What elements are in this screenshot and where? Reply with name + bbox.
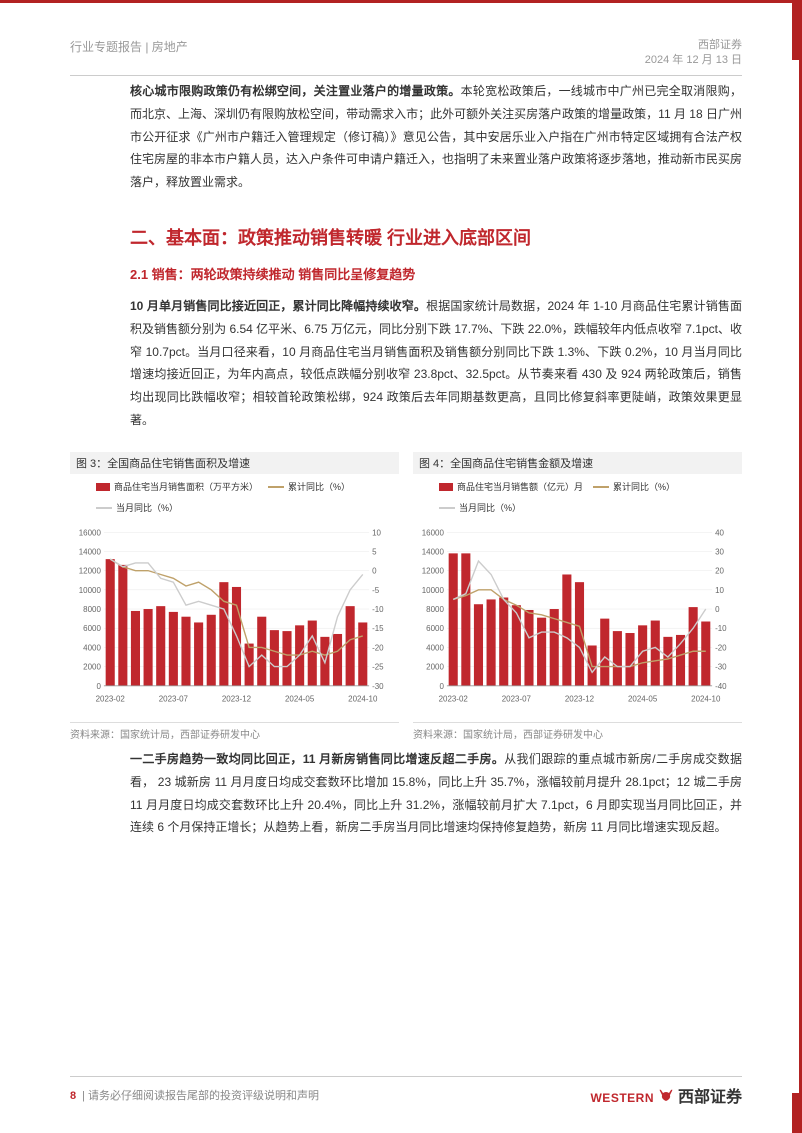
svg-text:2024-05: 2024-05 bbox=[285, 695, 315, 704]
svg-text:-5: -5 bbox=[372, 586, 380, 595]
svg-text:-30: -30 bbox=[372, 682, 384, 691]
svg-text:30: 30 bbox=[715, 547, 724, 556]
svg-text:0: 0 bbox=[372, 567, 377, 576]
bull-icon bbox=[658, 1088, 674, 1107]
header-meta: 西部证券 2024 年 12 月 13 日 bbox=[645, 38, 742, 69]
main-body-lower: 一二手房趋势一致均同比回正，11 月新房销售同比增速反超二手房。从我们跟踪的重点… bbox=[130, 748, 742, 853]
svg-text:2023-12: 2023-12 bbox=[565, 695, 595, 704]
svg-text:14000: 14000 bbox=[79, 547, 102, 556]
svg-text:16000: 16000 bbox=[422, 528, 445, 537]
footer-note-text: 请务必仔细阅读报告尾部的投资评级说明和声明 bbox=[88, 1090, 319, 1102]
svg-text:0: 0 bbox=[96, 682, 101, 691]
chart-3-legend: 商品住宅当月销售面积（万平方米） 累计同比（%） 当月同比（%） bbox=[70, 478, 399, 518]
svg-text:10: 10 bbox=[715, 586, 724, 595]
chart-3-legend-line2: 当月同比（%） bbox=[96, 501, 178, 514]
footer-logo: WESTERN 西部证券 bbox=[590, 1083, 742, 1107]
svg-text:10: 10 bbox=[372, 528, 381, 537]
svg-text:4000: 4000 bbox=[83, 643, 101, 652]
svg-text:-10: -10 bbox=[715, 624, 727, 633]
paragraph-3: 一二手房趋势一致均同比回正，11 月新房销售同比增速反超二手房。从我们跟踪的重点… bbox=[130, 748, 742, 839]
para1-body: 本轮宽松政策后，一线城市中广州已完全取消限购，而北京、上海、深圳仍有限购放松空间… bbox=[130, 84, 742, 189]
svg-text:2023-07: 2023-07 bbox=[159, 695, 189, 704]
logo-english: WESTERN bbox=[590, 1091, 654, 1105]
svg-text:10000: 10000 bbox=[422, 586, 445, 595]
svg-text:6000: 6000 bbox=[426, 624, 444, 633]
footer-note: 8| 请务必仔细阅读报告尾部的投资评级说明和声明 bbox=[70, 1087, 319, 1103]
paragraph-2: 10 月单月销售同比接近回正，累计同比降幅持续收窄。根据国家统计局数据，2024… bbox=[130, 295, 742, 432]
svg-text:-10: -10 bbox=[372, 605, 384, 614]
chart-4-legend-line1: 累计同比（%） bbox=[593, 480, 675, 493]
chart-4-legend: 商品住宅当月销售额（亿元）月 累计同比（%） 当月同比（%） bbox=[413, 478, 742, 518]
chart-4-source: 资料来源：国家统计局，西部证券研发中心 bbox=[413, 722, 742, 741]
svg-text:6000: 6000 bbox=[83, 624, 101, 633]
svg-text:-25: -25 bbox=[372, 663, 384, 672]
svg-text:40: 40 bbox=[715, 528, 724, 537]
svg-text:16000: 16000 bbox=[79, 528, 102, 537]
svg-text:2023-07: 2023-07 bbox=[502, 695, 532, 704]
chart-4-legend-bar: 商品住宅当月销售额（亿元）月 bbox=[439, 480, 583, 493]
svg-text:-20: -20 bbox=[715, 643, 727, 652]
page-header: 行业专题报告 | 房地产 西部证券 2024 年 12 月 13 日 bbox=[70, 38, 742, 76]
svg-text:2023-02: 2023-02 bbox=[96, 695, 126, 704]
paragraph-1: 核心城市限购政策仍有松绑空间，关注置业落户的增量政策。本轮宽松政策后，一线城市中… bbox=[130, 80, 742, 194]
svg-text:8000: 8000 bbox=[426, 605, 444, 614]
chart-3-plot: 0 2000 4000 6000 8000 10000 12000 14000 16000 -30… bbox=[70, 518, 399, 718]
svg-text:0: 0 bbox=[439, 682, 444, 691]
chart-4-legend-line2: 当月同比（%） bbox=[439, 501, 521, 514]
svg-text:5: 5 bbox=[372, 547, 377, 556]
frame-corner-br bbox=[792, 1093, 802, 1133]
section-heading-2-1: 2.1 销售：两轮政策持续推动 销售同比呈修复趋势 bbox=[130, 264, 742, 283]
para2-lead: 10 月单月销售同比接近回正，累计同比降幅持续收窄。 bbox=[130, 299, 426, 313]
svg-text:-30: -30 bbox=[715, 663, 727, 672]
section-heading-2: 二、基本面：政策推动销售转暖 行业进入底部区间 bbox=[130, 224, 742, 250]
svg-text:8000: 8000 bbox=[83, 605, 101, 614]
frame-corner-tr bbox=[792, 0, 802, 60]
para1-lead: 核心城市限购政策仍有松绑空间，关注置业落户的增量政策。 bbox=[130, 84, 461, 98]
chart-3-block: 图 3：全国商品住宅销售面积及增速 商品住宅当月销售面积（万平方米） 累计同比（… bbox=[70, 452, 399, 741]
svg-text:10000: 10000 bbox=[79, 586, 102, 595]
svg-text:12000: 12000 bbox=[79, 567, 102, 576]
header-company: 西部证券 bbox=[645, 38, 742, 53]
svg-text:2023-02: 2023-02 bbox=[439, 695, 469, 704]
svg-text:2024-10: 2024-10 bbox=[348, 695, 378, 704]
header-date: 2024 年 12 月 13 日 bbox=[645, 53, 742, 68]
svg-text:2000: 2000 bbox=[83, 663, 101, 672]
main-body-upper: 核心城市限购政策仍有松绑空间，关注置业落户的增量政策。本轮宽松政策后，一线城市中… bbox=[130, 80, 742, 446]
svg-text:0: 0 bbox=[715, 605, 720, 614]
chart-4-title: 图 4：全国商品住宅销售金额及增速 bbox=[413, 452, 742, 474]
chart-4-block: 图 4：全国商品住宅销售金额及增速 商品住宅当月销售额（亿元）月 累计同比（%）… bbox=[413, 452, 742, 741]
logo-chinese: 西部证券 bbox=[678, 1083, 742, 1107]
frame-top bbox=[0, 0, 802, 3]
chart-4-plot: 0 2000 4000 6000 8000 10000 12000 14000 16000 -40… bbox=[413, 518, 742, 718]
chart-3-title: 图 3：全国商品住宅销售面积及增速 bbox=[70, 452, 399, 474]
charts-row: 图 3：全国商品住宅销售面积及增速 商品住宅当月销售面积（万平方米） 累计同比（… bbox=[70, 452, 742, 741]
svg-text:12000: 12000 bbox=[422, 567, 445, 576]
svg-text:2023-12: 2023-12 bbox=[222, 695, 252, 704]
header-category: 行业专题报告 | 房地产 bbox=[70, 38, 188, 55]
chart-3-source: 资料来源：国家统计局，西部证券研发中心 bbox=[70, 722, 399, 741]
svg-text:2024-05: 2024-05 bbox=[628, 695, 658, 704]
svg-text:20: 20 bbox=[715, 567, 724, 576]
page-number: 8 bbox=[70, 1090, 76, 1102]
svg-text:-20: -20 bbox=[372, 643, 384, 652]
chart-3-legend-bar: 商品住宅当月销售面积（万平方米） bbox=[96, 480, 258, 493]
svg-text:2000: 2000 bbox=[426, 663, 444, 672]
svg-text:4000: 4000 bbox=[426, 643, 444, 652]
svg-text:2024-10: 2024-10 bbox=[691, 695, 721, 704]
chart-3-legend-line1: 累计同比（%） bbox=[268, 480, 350, 493]
para3-lead: 一二手房趋势一致均同比回正，11 月新房销售同比增速反超二手房。 bbox=[130, 752, 504, 766]
para2-body: 根据国家统计局数据，2024 年 1-10 月商品住宅累计销售面积及销售额分别为… bbox=[130, 299, 742, 427]
svg-text:-15: -15 bbox=[372, 624, 384, 633]
svg-text:14000: 14000 bbox=[422, 547, 445, 556]
svg-text:-40: -40 bbox=[715, 682, 727, 691]
page-footer: 8| 请务必仔细阅读报告尾部的投资评级说明和声明 WESTERN 西部证券 bbox=[70, 1076, 742, 1107]
